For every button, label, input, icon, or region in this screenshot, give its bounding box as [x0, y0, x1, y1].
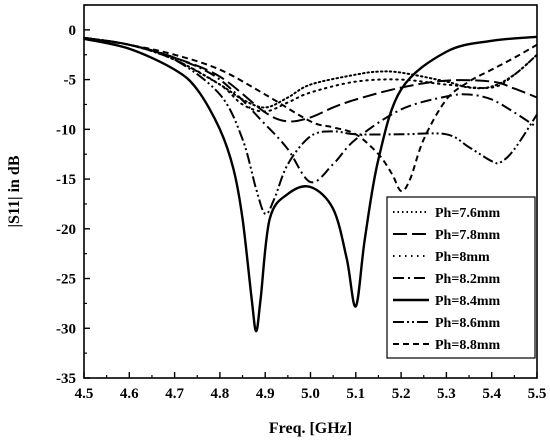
y-tick-label: -10: [56, 122, 76, 138]
axis-ticks: 4.5 4.6 4.7 4.8 4.9 5.0 5.1 5.2 5.3 5.4 5.5 0 -5 -10 -…: [56, 4, 547, 402]
x-tick-label: 5.5: [528, 386, 547, 402]
legend-entry: Ph=8.2mm: [435, 272, 500, 287]
legend: Ph=7.6mm Ph=7.8mm Ph=8mm Ph=8.2mm Ph=8.4mm Ph…: [386, 196, 536, 359]
x-tick-label: 4.8: [211, 386, 230, 402]
x-tick-label: 5.4: [482, 386, 501, 402]
y-tick-label: -30: [56, 321, 76, 337]
x-tick-label: 4.6: [120, 386, 139, 402]
legend-entry: Ph=8mm: [435, 250, 490, 265]
legend-entry: Ph=7.6mm: [435, 206, 500, 221]
y-tick-label: 0: [69, 23, 77, 39]
legend-entry: Ph=7.8mm: [435, 228, 500, 243]
series-line: [83, 36, 538, 123]
x-axis-title: Freq. [GHz]: [269, 420, 352, 437]
x-tick-label: 4.7: [165, 386, 184, 402]
series-line: [83, 36, 538, 193]
legend-entry: Ph=8.4mm: [435, 294, 500, 309]
x-tick-label: 5.1: [346, 386, 365, 402]
x-tick-label: 4.5: [75, 386, 94, 402]
x-tick-label: 5.2: [392, 386, 411, 402]
legend-box: [386, 196, 536, 359]
y-axis-title: |S11| in dB: [6, 155, 23, 227]
series-line: [83, 36, 538, 113]
series-line: [83, 36, 538, 216]
legend-entry: Ph=8.6mm: [435, 316, 500, 331]
legend-entry: Ph=8.8mm: [435, 338, 500, 353]
series-line: [83, 36, 538, 184]
x-tick-label: 4.9: [256, 386, 275, 402]
y-tick-label: -5: [64, 73, 77, 89]
y-tick-label: -20: [56, 222, 76, 238]
x-tick-label: 5.0: [301, 386, 320, 402]
plot-area: [83, 35, 538, 333]
series-line: [83, 36, 538, 109]
y-tick-label: -25: [56, 272, 76, 288]
y-tick-label: -15: [56, 172, 76, 188]
x-tick-label: 5.3: [437, 386, 456, 402]
y-tick-label: -35: [56, 371, 76, 387]
series-line: [83, 35, 538, 333]
